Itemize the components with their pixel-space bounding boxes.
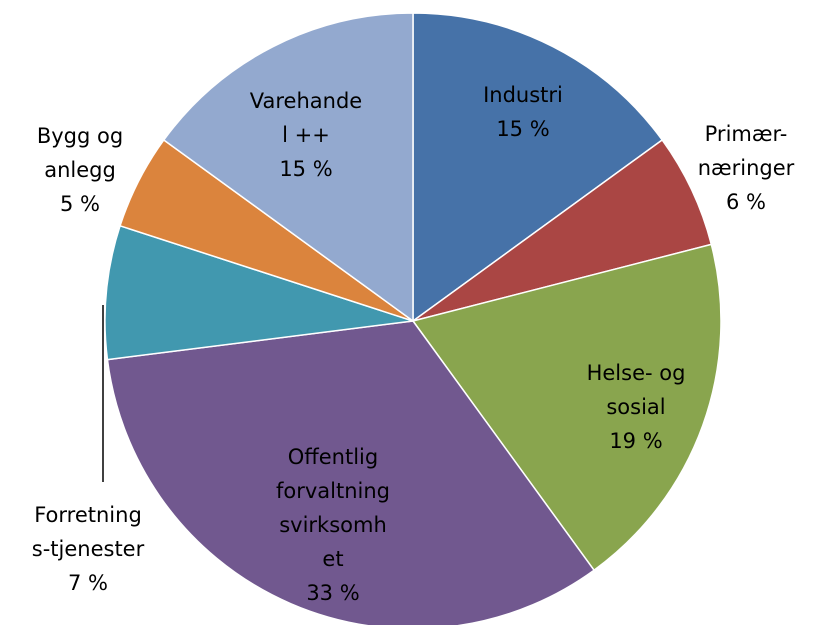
- pie-slice: [412, 12, 664, 323]
- slice-label: Offentlig forvaltning svirksomh et 33 %: [276, 440, 390, 610]
- value-label: 7 %: [68, 571, 108, 595]
- value-label: 33 %: [306, 581, 360, 605]
- slice-label: Forretning s-tjenester 7 %: [32, 498, 144, 600]
- category-label: Forretning s-tjenester: [31, 503, 145, 561]
- slice-label: Bygg og anlegg 5 %: [37, 119, 123, 221]
- pie-slice: [106, 320, 596, 625]
- category-label: Varehande l ++: [249, 89, 363, 147]
- value-label: 5 %: [59, 192, 100, 216]
- value-label: 15 %: [279, 157, 333, 181]
- pie-slice: [411, 243, 722, 572]
- pie-slice: [104, 224, 414, 361]
- slice-label: Helse- og sosial 19 %: [587, 356, 686, 458]
- pie-slice: [162, 12, 414, 323]
- value-label: 15 %: [496, 117, 550, 141]
- slice-label: Varehande l ++ 15 %: [250, 84, 362, 186]
- category-label: Primær- næringer: [697, 122, 795, 180]
- category-label: Bygg og anlegg: [36, 124, 124, 182]
- category-label: Offentlig forvaltning svirksomh et: [275, 445, 391, 571]
- slice-label: Primær- næringer 6 %: [698, 117, 795, 219]
- slice-label: Industri 15 %: [483, 78, 563, 146]
- value-label: 6 %: [726, 190, 766, 214]
- value-label: 19 %: [609, 429, 663, 453]
- category-label: Industri: [483, 83, 563, 107]
- category-label: Helse- og sosial: [586, 361, 686, 419]
